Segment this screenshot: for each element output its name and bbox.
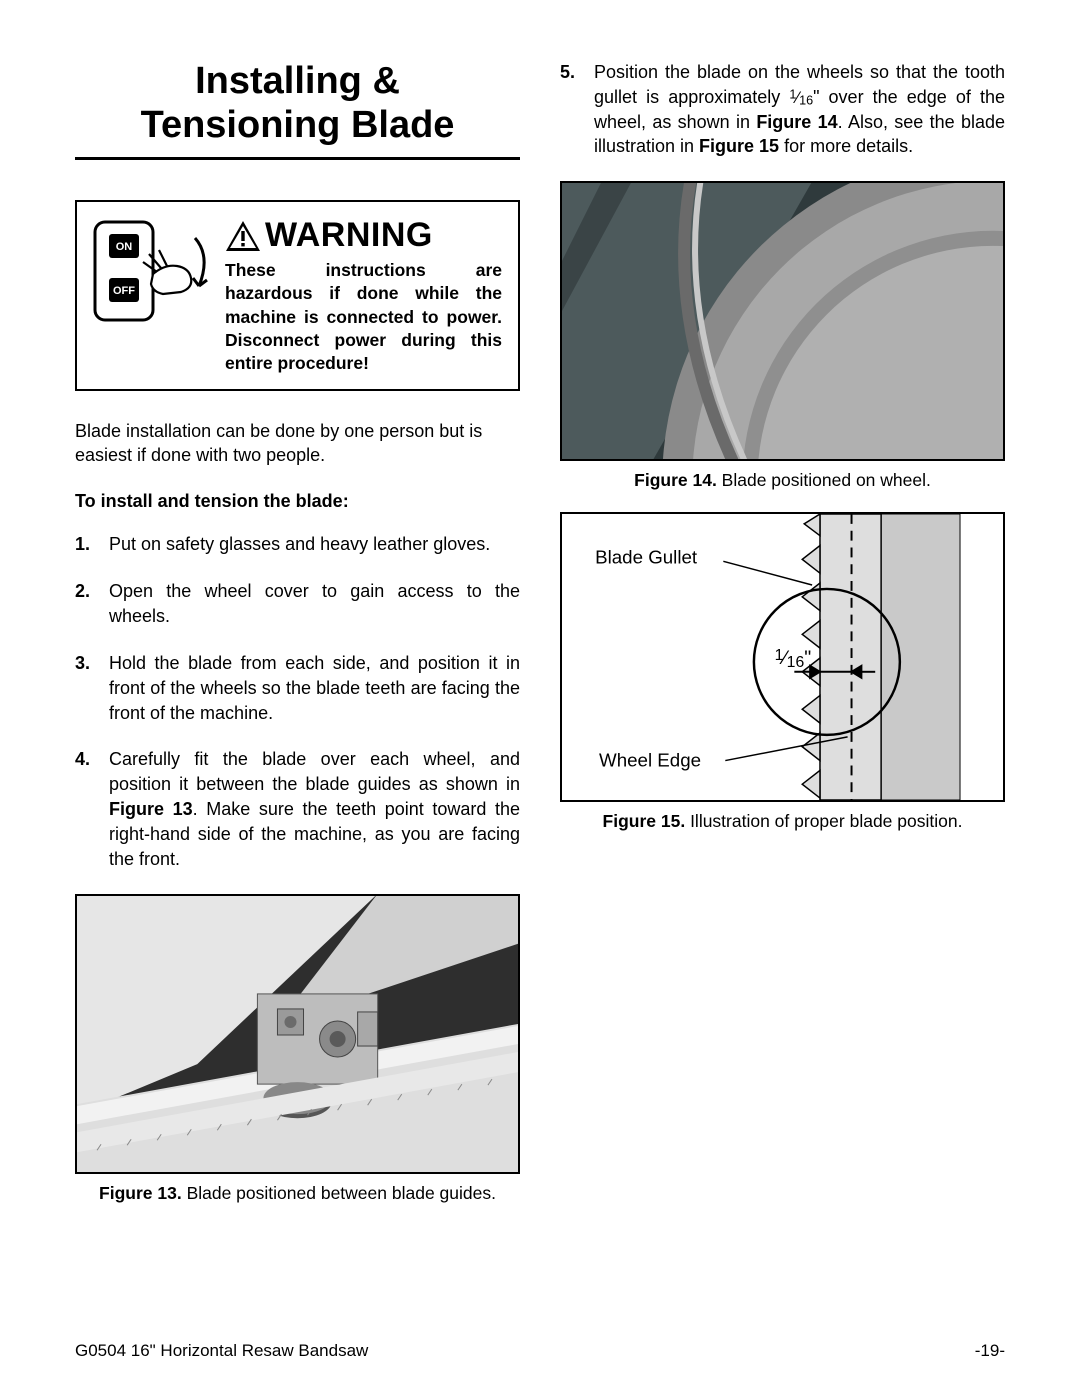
steps-list: Put on safety glasses and heavy leather … <box>75 532 520 871</box>
warning-body: These instructions are hazardous if done… <box>225 259 502 374</box>
instructions-heading: To install and tension the blade: <box>75 491 520 512</box>
warning-header: WARNING <box>225 216 502 255</box>
warning-triangle-icon <box>225 220 261 252</box>
figure-15-caption: Figure 15. Illustration of proper blade … <box>560 810 1005 833</box>
svg-text:ON: ON <box>116 241 133 253</box>
figure-14-caption: Figure 14. Blade positioned on wheel. <box>560 469 1005 492</box>
warning-text: WARNING These instructions are hazardous… <box>225 216 502 374</box>
right-column: Position the blade on the wheels so that… <box>560 60 1005 1204</box>
fig15-text: Illustration of proper blade position. <box>685 811 962 831</box>
step-4-figref: Figure 13 <box>109 799 193 819</box>
page-footer: G0504 16" Horizontal Resaw Bandsaw -19- <box>75 1341 1005 1361</box>
step-2: Open the wheel cover to gain access to t… <box>75 579 520 629</box>
svg-text:Wheel Edge: Wheel Edge <box>599 750 701 771</box>
step-1: Put on safety glasses and heavy leather … <box>75 532 520 557</box>
fig13-label: Figure 13. <box>99 1183 182 1203</box>
warning-box: ON OFF <box>75 200 520 390</box>
title-line-1: Installing & <box>195 60 400 102</box>
warning-word: WARNING <box>265 216 433 255</box>
fig14-text: Blade positioned on wheel. <box>717 470 931 490</box>
step-5-figref-14: Figure 14 <box>756 112 837 132</box>
step-5-fraction: 1⁄16 <box>789 87 813 107</box>
steps-list-continued: Position the blade on the wheels so that… <box>560 60 1005 159</box>
intro-paragraph: Blade installation can be done by one pe… <box>75 419 520 468</box>
section-title: Installing & Tensioning Blade <box>75 60 520 160</box>
title-line-2: Tensioning Blade <box>141 104 455 146</box>
step-5: Position the blade on the wheels so that… <box>560 60 1005 159</box>
step-5-text-f: for more details. <box>779 136 913 156</box>
step-4-text-a: Carefully fit the blade over each wheel,… <box>109 749 520 794</box>
svg-text:Blade Gullet: Blade Gullet <box>595 546 698 567</box>
power-switch-illustration: ON OFF <box>93 216 213 326</box>
fig13-text: Blade positioned between blade guides. <box>182 1183 496 1203</box>
fig14-label: Figure 14. <box>634 470 717 490</box>
figure-13 <box>75 894 520 1174</box>
figure-14 <box>560 181 1005 461</box>
left-column: Installing & Tensioning Blade ON OFF <box>75 60 520 1204</box>
footer-right: -19- <box>975 1341 1005 1361</box>
fig15-label: Figure 15. <box>603 811 686 831</box>
svg-text:OFF: OFF <box>113 285 135 297</box>
figure-15: 1⁄16" Blade Gullet Wheel Edge <box>560 512 1005 802</box>
step-3: Hold the blade from each side, and posit… <box>75 651 520 725</box>
footer-left: G0504 16" Horizontal Resaw Bandsaw <box>75 1341 368 1361</box>
figure-13-caption: Figure 13. Blade positioned between blad… <box>75 1182 520 1205</box>
step-4: Carefully fit the blade over each wheel,… <box>75 747 520 871</box>
step-5-figref-15: Figure 15 <box>699 136 779 156</box>
